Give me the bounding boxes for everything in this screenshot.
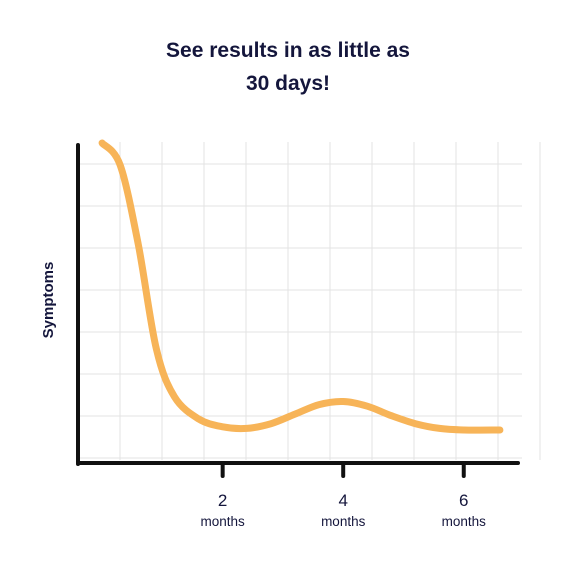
x-tick-unit: months xyxy=(321,514,366,529)
chart-title: See results in as little as 30 days! xyxy=(0,34,576,100)
x-tick-unit: months xyxy=(201,514,246,529)
x-tick-label: 6 xyxy=(459,491,468,510)
y-axis-label: Symptoms xyxy=(40,262,57,339)
x-axis-ticks: 2 months 4 months 6 months xyxy=(201,461,487,529)
chart-title-line-2: 30 days! xyxy=(245,72,331,95)
symptoms-line xyxy=(98,139,504,434)
x-tick-label: 4 xyxy=(338,491,347,510)
x-tick-unit: months xyxy=(442,514,487,529)
chart-title-line-1: See results in as little as xyxy=(166,39,410,62)
x-tick-label: 2 xyxy=(218,491,227,510)
